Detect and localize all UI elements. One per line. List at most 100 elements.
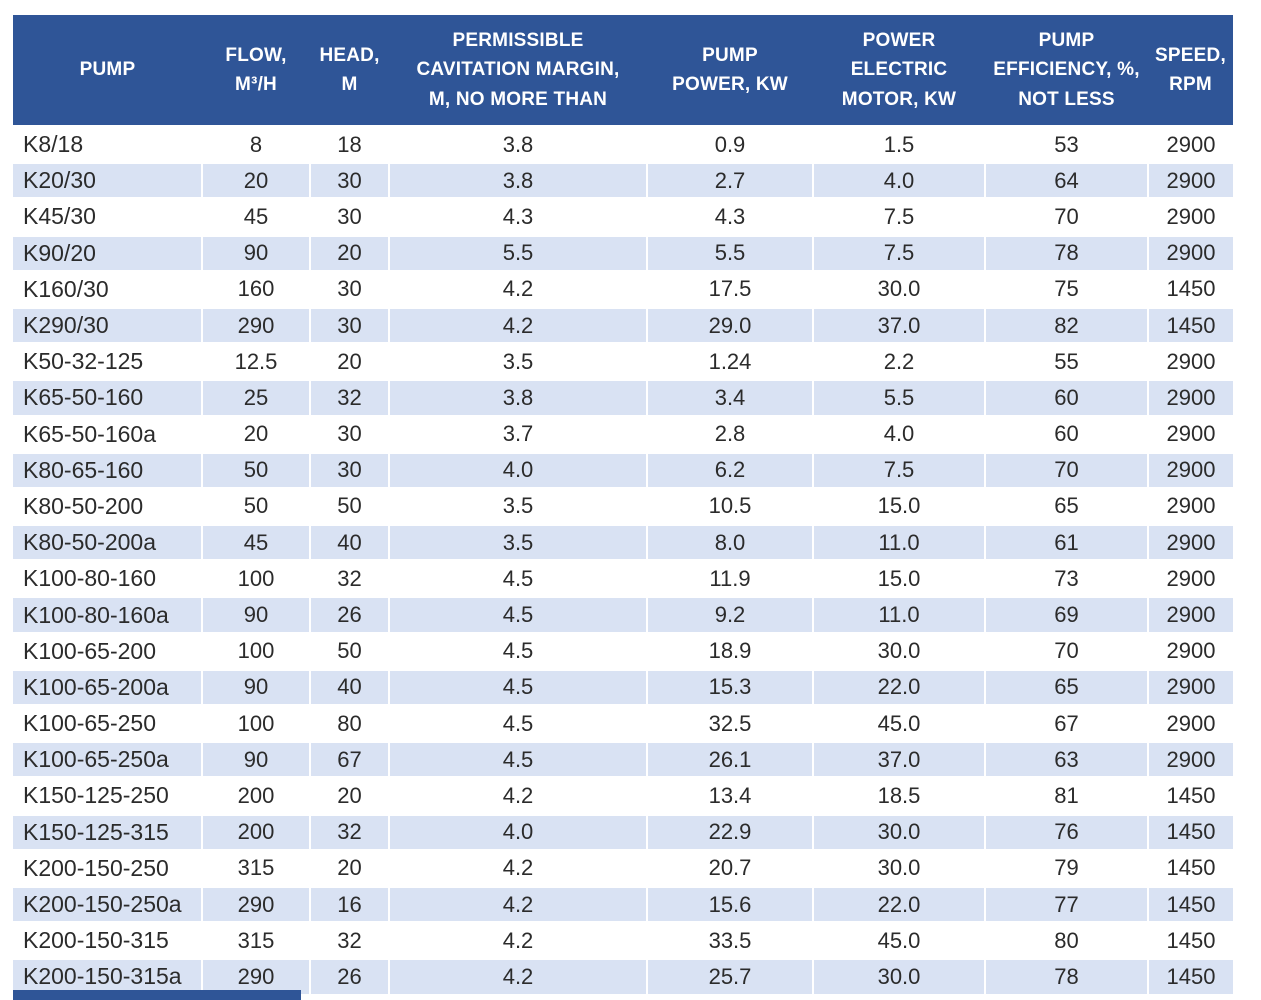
header-cell-cavitation: PERMISSIBLE CAVITATION MARGIN, M, NO MOR… (389, 15, 647, 127)
table-row: K200-150-250 315 20 4.2 20.7 30.0 79 1450 (13, 848, 1233, 887)
cell-flow: 90 (201, 595, 310, 634)
cell-pump: K80-50-200a (13, 523, 202, 561)
cell-cavitation: 4.5 (388, 667, 647, 706)
cell-head: 40 (309, 523, 389, 561)
cell-head: 20 (309, 848, 389, 887)
cell-cavitation: 4.0 (388, 450, 647, 489)
cell-motor_power: 30.0 (812, 631, 985, 670)
cell-cavitation: 3.8 (388, 161, 647, 199)
cell-head: 32 (309, 812, 389, 851)
table-row: K200-150-250a 290 16 4.2 15.6 22.0 77 1450 (13, 884, 1233, 923)
cell-head: 30 (309, 450, 389, 489)
cell-pump_power: 32.5 (646, 703, 813, 742)
cell-pump: K65-50-160a (13, 414, 202, 453)
cell-cavitation: 4.5 (388, 703, 647, 742)
cell-motor_power: 45.0 (812, 921, 985, 959)
table-body: K8/18 8 18 3.8 0.9 1.5 53 2900 K20/30 20 30 3.8 2.7 4… (13, 124, 1233, 1000)
cell-pump_power: 2.8 (646, 414, 813, 453)
cell-speed: 2900 (1147, 414, 1233, 453)
cell-pump: K100-80-160 (13, 559, 202, 597)
cell-head: 26 (309, 957, 389, 995)
cell-speed: 2900 (1147, 233, 1233, 272)
cell-motor_power: 5.5 (812, 378, 985, 416)
header-row: PUMP FLOW, M³/H HEAD, M PERMISSIBLE CAVITAT… (13, 15, 1233, 127)
cell-efficiency: 76 (984, 812, 1148, 851)
cell-efficiency: 65 (984, 667, 1148, 706)
cell-pump_power: 29.0 (646, 305, 813, 344)
cell-motor_power: 22.0 (812, 667, 985, 706)
cell-pump_power: 17.5 (646, 269, 813, 308)
cell-efficiency: 81 (984, 776, 1148, 815)
cell-flow: 50 (201, 450, 310, 489)
cell-efficiency: 53 (984, 124, 1148, 163)
cell-pump: K80-65-160 (13, 450, 202, 489)
cell-efficiency: 60 (984, 378, 1148, 416)
pump-specs-table: PUMP FLOW, M³/H HEAD, M PERMISSIBLE CAVITAT… (13, 15, 1233, 1000)
cell-pump: K200-150-315 (13, 921, 202, 959)
cell-cavitation: 4.5 (388, 740, 647, 778)
cell-speed: 2900 (1147, 523, 1233, 561)
cell-cavitation: 3.8 (388, 378, 647, 416)
table-row: K80-65-160 50 30 4.0 6.2 7.5 70 2900 (13, 450, 1233, 489)
table-header: PUMP FLOW, M³/H HEAD, M PERMISSIBLE CAVITAT… (13, 15, 1233, 127)
cell-pump: K150-125-315 (13, 812, 202, 851)
cell-head: 32 (309, 378, 389, 416)
cell-speed: 2900 (1147, 740, 1233, 778)
cell-cavitation: 4.5 (388, 631, 647, 670)
cell-speed: 2900 (1147, 631, 1233, 670)
cell-flow: 100 (201, 703, 310, 742)
cell-head: 20 (309, 233, 389, 272)
cell-cavitation: 3.5 (388, 342, 647, 380)
cell-flow: 90 (201, 740, 310, 778)
cell-motor_power: 37.0 (812, 740, 985, 778)
cell-flow: 45 (201, 523, 310, 561)
cell-head: 30 (309, 197, 389, 236)
cell-pump_power: 9.2 (646, 595, 813, 634)
cell-efficiency: 70 (984, 197, 1148, 236)
cell-cavitation: 3.7 (388, 414, 647, 453)
cell-motor_power: 11.0 (812, 595, 985, 634)
cell-pump_power: 2.7 (646, 161, 813, 199)
cell-motor_power: 4.0 (812, 161, 985, 199)
cell-cavitation: 5.5 (388, 233, 647, 272)
cell-cavitation: 4.2 (388, 921, 647, 959)
cell-speed: 1450 (1147, 776, 1233, 815)
cell-efficiency: 77 (984, 884, 1148, 923)
cell-head: 30 (309, 305, 389, 344)
cell-cavitation: 4.5 (388, 559, 647, 597)
cell-head: 32 (309, 921, 389, 959)
cell-head: 20 (309, 342, 389, 380)
cell-flow: 200 (201, 776, 310, 815)
cell-head: 30 (309, 414, 389, 453)
cell-speed: 1450 (1147, 993, 1233, 1000)
table-row: K65-50-160a 20 30 3.7 2.8 4.0 60 2900 (13, 414, 1233, 453)
cell-flow: 90 (201, 233, 310, 272)
cell-speed: 2900 (1147, 667, 1233, 706)
cell-flow: 290 (201, 957, 310, 995)
cell-cavitation: 3.5 (388, 523, 647, 561)
table-row: K100-65-200a 90 40 4.5 15.3 22.0 65 2900 (13, 667, 1233, 706)
cell-flow: 100 (201, 559, 310, 597)
cell-motor_power: 90.0 (812, 993, 985, 1000)
cell-pump_power: 10.5 (646, 486, 813, 525)
cell-pump_power: 70.7 (646, 993, 813, 1000)
table-row: K150-125-250 200 20 4.2 13.4 18.5 81 1450 (13, 776, 1233, 815)
cell-speed: 2900 (1147, 703, 1233, 742)
header-cell-efficiency: PUMP EFFICIENCY, %, NOT LESS (985, 15, 1148, 127)
cell-flow: 315 (201, 921, 310, 959)
table-row: K8/18 8 18 3.8 0.9 1.5 53 2900 (13, 124, 1233, 163)
cell-head: 67 (309, 740, 389, 778)
table-row: K50-32-125 12.5 20 3.5 1.24 2.2 55 2900 (13, 342, 1233, 380)
table-row: K150-125-315 200 32 4.0 22.9 30.0 76 1450 (13, 812, 1233, 851)
cell-pump: K100-65-200a (13, 667, 202, 706)
cell-pump: K200-150-315a (13, 957, 202, 995)
cell-head: 18 (309, 124, 389, 163)
cell-pump_power: 18.9 (646, 631, 813, 670)
header-cell-head: HEAD, M (310, 15, 389, 127)
cell-pump_power: 6.2 (646, 450, 813, 489)
table-row: K100-65-250 100 80 4.5 32.5 45.0 67 2900 (13, 703, 1233, 742)
cell-motor_power: 30.0 (812, 848, 985, 887)
cell-motor_power: 7.5 (812, 450, 985, 489)
cell-pump: K160/30 (13, 269, 202, 308)
